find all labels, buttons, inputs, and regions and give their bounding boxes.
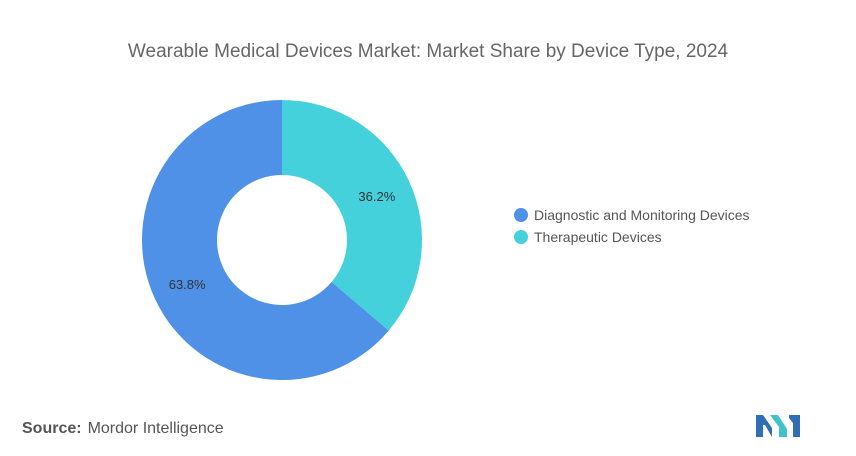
chart-legend: Diagnostic and Monitoring Devices Therap… <box>514 204 750 248</box>
source-label: Source: <box>22 420 82 437</box>
logo-right-shape <box>789 415 800 437</box>
legend-label-therapeutic: Therapeutic Devices <box>534 229 662 245</box>
legend-label-diagnostic: Diagnostic and Monitoring Devices <box>534 207 750 223</box>
slice-therapeutic[interactable] <box>282 100 422 331</box>
source-text: Mordor Intelligence <box>87 420 224 437</box>
data-label-therapeutic: 36.2% <box>358 189 395 204</box>
source-line: Source: Mordor Intelligence <box>22 420 224 438</box>
legend-item-diagnostic[interactable]: Diagnostic and Monitoring Devices <box>514 204 750 226</box>
chart-title: Wearable Medical Devices Market: Market … <box>127 41 729 62</box>
data-label-diagnostic: 63.8% <box>169 277 206 292</box>
legend-item-therapeutic[interactable]: Therapeutic Devices <box>514 226 750 248</box>
logo-middle-shape <box>770 415 787 437</box>
slice-diagnostic[interactable] <box>141 99 389 380</box>
legend-swatch-diagnostic <box>514 208 528 222</box>
legend-swatch-therapeutic <box>514 230 528 244</box>
mordor-intelligence-logo-icon <box>756 415 800 437</box>
logo-left-shape <box>756 415 772 437</box>
